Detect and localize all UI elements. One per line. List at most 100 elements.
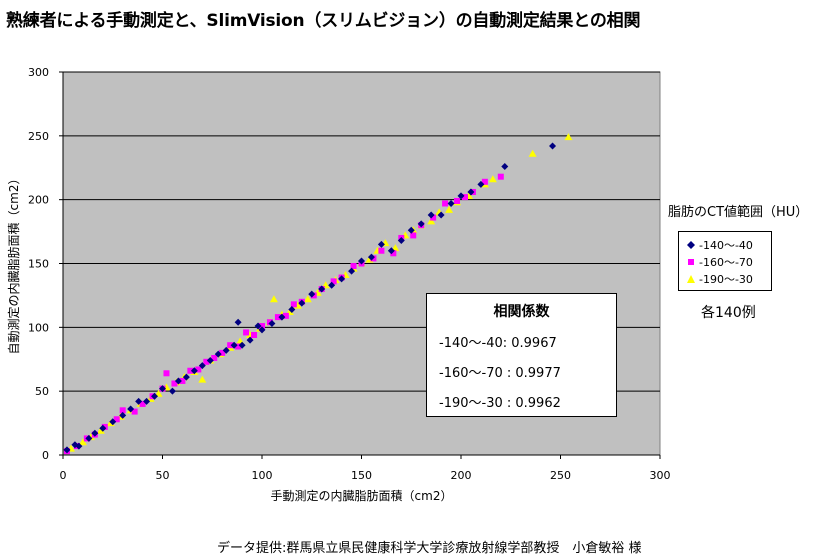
y-tick-label: 250 <box>28 130 49 143</box>
data-point <box>430 214 437 221</box>
x-tick-label: 100 <box>252 469 273 482</box>
data-point <box>113 416 120 423</box>
data-point <box>258 326 266 334</box>
data-point <box>290 301 297 308</box>
data-point <box>378 247 385 254</box>
data-point <box>467 188 475 196</box>
data-point <box>214 350 222 358</box>
data-point <box>528 149 537 157</box>
data-point <box>259 323 265 330</box>
data-point <box>131 408 138 415</box>
data-point <box>203 358 210 365</box>
data-point <box>198 375 207 383</box>
data-point <box>91 429 99 437</box>
y-axis-ticks: 0 50 100 150 200 250 300 <box>28 66 64 462</box>
data-point <box>179 377 186 384</box>
data-point <box>246 336 254 344</box>
data-point <box>174 377 182 385</box>
correlation-line: -140〜-40: 0.9967 <box>439 336 557 351</box>
data-points <box>63 133 573 455</box>
data-point <box>437 211 445 219</box>
data-point <box>182 373 190 381</box>
data-point <box>488 175 497 183</box>
data-point <box>151 392 159 400</box>
data-point <box>127 405 135 413</box>
data-point <box>254 322 262 330</box>
legend-label: -140〜-40 <box>699 238 753 252</box>
x-axis-title: 手動測定の内臓脂肪面積（cm2） <box>271 488 453 503</box>
data-point <box>303 295 312 303</box>
data-point <box>348 267 356 275</box>
square-marker-icon <box>688 258 694 265</box>
legend-note: 各140例 <box>701 305 756 321</box>
y-axis-title: 自動測定の内臓脂肪面積（cm2） <box>6 173 21 355</box>
data-point <box>78 438 87 446</box>
data-point <box>377 240 385 248</box>
data-point <box>367 253 375 261</box>
data-point <box>445 205 454 213</box>
correlation-box: 相関係数 -140〜-40: 0.9967 -160〜-70 : 0.9977 … <box>426 293 617 417</box>
data-point <box>119 407 126 414</box>
data-point <box>235 343 242 350</box>
data-point <box>278 313 286 321</box>
data-point <box>195 366 202 373</box>
data-point <box>477 180 485 188</box>
data-point <box>328 281 336 289</box>
x-tick-label: 150 <box>351 469 372 482</box>
data-point <box>397 237 405 245</box>
data-point <box>243 329 250 336</box>
y-tick-label: 150 <box>28 258 49 271</box>
x-axis-ticks: 0 50 100 150 200 250 300 <box>60 454 671 482</box>
data-point <box>163 370 170 377</box>
source-credit: データ提供:群馬県立県民健康科学大学診療放射線学部教授 小倉敏裕 様 <box>217 541 642 556</box>
data-point <box>442 200 449 207</box>
data-point <box>211 354 218 361</box>
data-point <box>222 346 230 354</box>
data-point <box>318 285 326 293</box>
data-point <box>461 194 468 201</box>
data-point <box>135 397 143 405</box>
x-tick-label: 0 <box>60 469 67 482</box>
page-title: 熟練者による手動測定と、SlimVision（スリムビジョン）の自動測定結果との… <box>6 11 641 31</box>
x-tick-label: 300 <box>650 469 671 482</box>
data-point <box>427 217 436 225</box>
data-point <box>288 305 296 313</box>
data-point <box>109 418 117 426</box>
correlation-line: -190〜-30 : 0.9962 <box>439 396 561 411</box>
data-point <box>238 341 246 349</box>
data-point <box>190 367 198 375</box>
data-point <box>338 275 346 283</box>
y-tick-label: 300 <box>28 66 49 79</box>
legend-title: 脂肪のCT値範囲（HU） <box>668 205 809 220</box>
data-point <box>187 367 194 374</box>
data-point <box>549 142 557 150</box>
legend-label: -160〜-70 <box>699 255 753 269</box>
data-point <box>63 446 71 454</box>
data-point <box>564 133 573 141</box>
legend: -140〜-40 -160〜-70 -190〜-30 <box>678 231 772 291</box>
data-point <box>308 290 316 298</box>
data-point <box>119 411 127 419</box>
data-point <box>75 442 83 450</box>
y-tick-label: 50 <box>35 385 49 398</box>
data-point <box>497 173 504 180</box>
data-point <box>457 192 465 200</box>
data-point <box>501 162 509 170</box>
data-point <box>410 232 417 239</box>
data-point <box>282 312 289 319</box>
data-point <box>350 263 357 270</box>
data-point <box>234 318 242 326</box>
data-point <box>219 349 226 356</box>
data-point <box>427 211 435 219</box>
series-diamond <box>63 142 557 454</box>
data-point <box>330 278 337 285</box>
y-tick-label: 200 <box>28 194 49 207</box>
data-point <box>274 314 281 321</box>
data-point <box>227 342 234 349</box>
data-point <box>417 220 425 228</box>
y-tick-label: 0 <box>42 449 49 462</box>
data-point <box>481 178 488 185</box>
legend-label: -190〜-30 <box>699 272 753 286</box>
data-point <box>139 400 146 407</box>
data-point <box>454 197 461 204</box>
